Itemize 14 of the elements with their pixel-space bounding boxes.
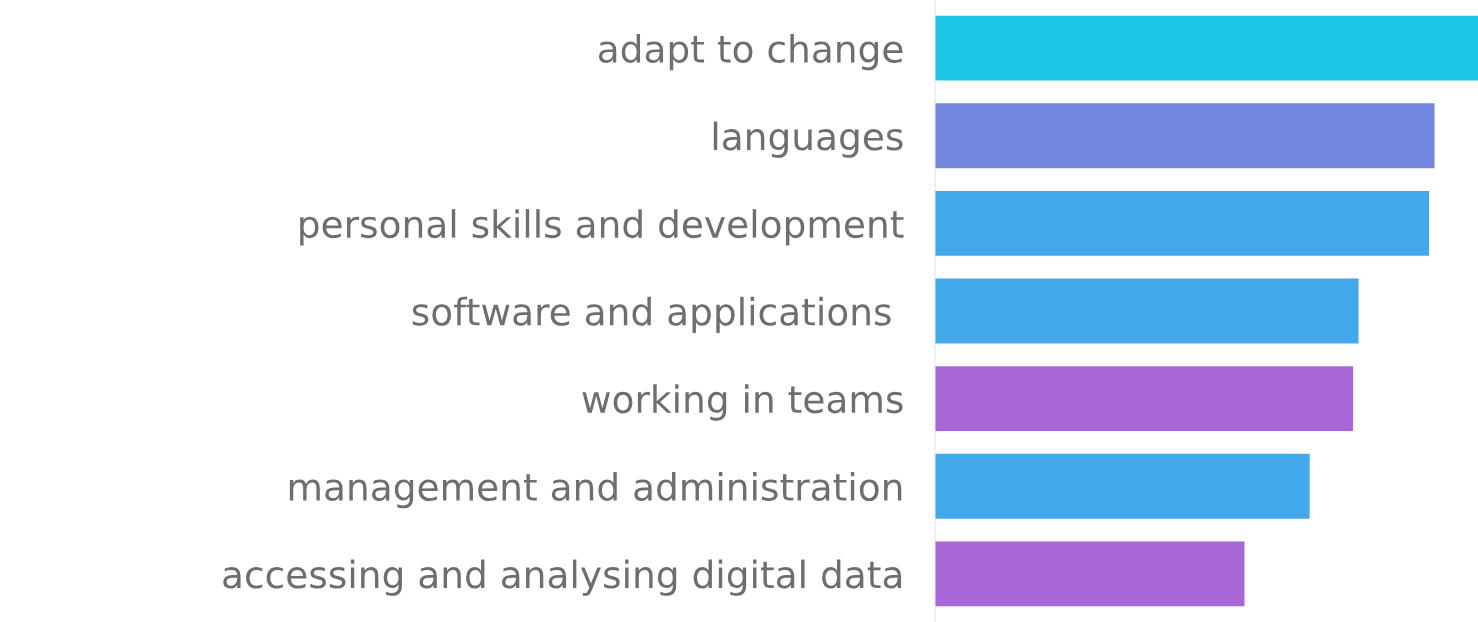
y-tick-label: personal skills and development	[300, 209, 904, 246]
bar	[935, 366, 1354, 432]
y-tick-label: accessing and analysing digital data	[223, 559, 902, 596]
bar	[935, 190, 1430, 256]
y-tick-label: languages	[713, 121, 903, 158]
y-tick-label: management and administration	[289, 471, 902, 509]
bar	[935, 453, 1310, 519]
y-tick-label: adapt to change	[598, 33, 903, 71]
bar	[935, 15, 1478, 81]
bar	[935, 278, 1359, 344]
y-tick-label: software and applications	[412, 296, 891, 334]
bar	[935, 541, 1245, 607]
bar	[935, 103, 1435, 169]
y-tick-label: working in teams	[582, 384, 903, 421]
